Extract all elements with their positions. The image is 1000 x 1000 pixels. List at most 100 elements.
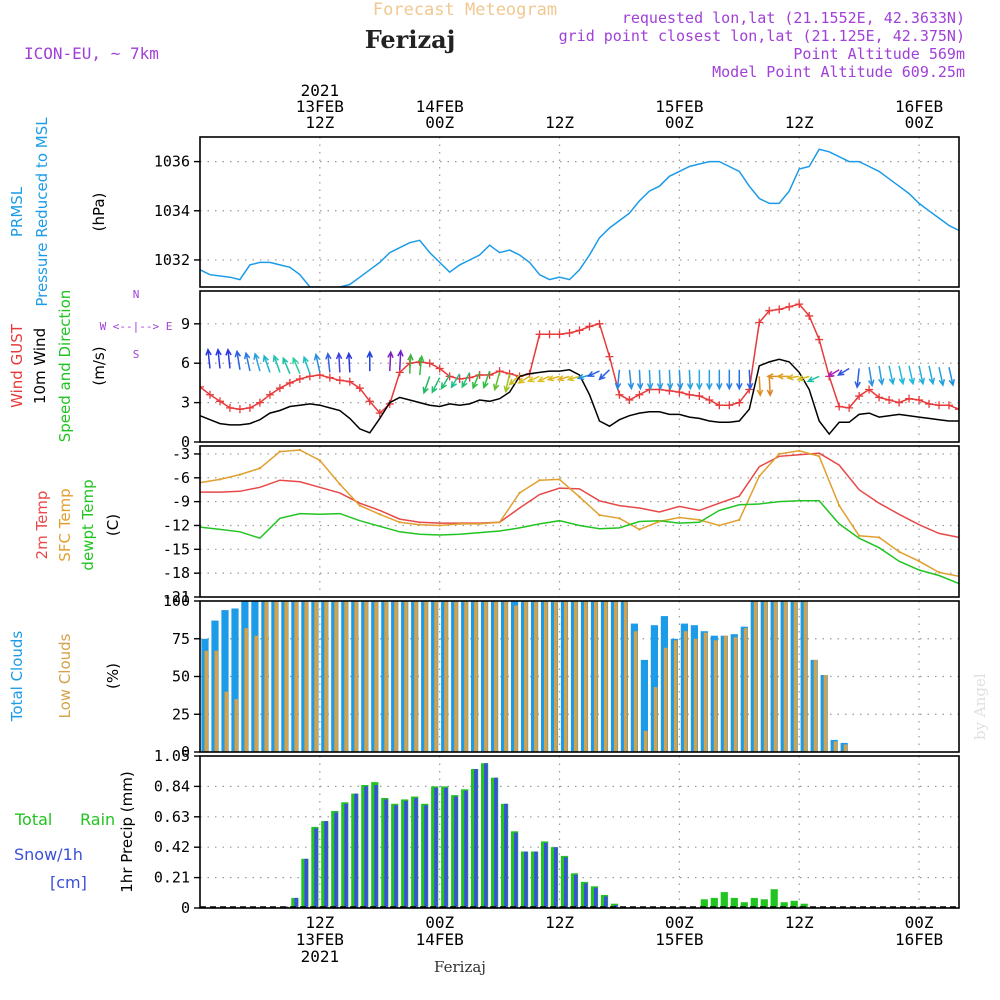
wind-arrow (576, 373, 590, 381)
wind-arrow (397, 349, 404, 370)
sfc-point (658, 520, 661, 523)
gust-marker (625, 395, 634, 404)
wind-arrow (556, 375, 570, 382)
plot-wind (200, 300, 959, 436)
bar-total-clouds (640, 659, 648, 752)
bar-snow-1h (574, 874, 578, 908)
bar-low-clouds (464, 601, 468, 752)
sfc-point (578, 495, 581, 499)
bar-low-clouds (544, 601, 548, 752)
bar-low-clouds (324, 601, 328, 752)
wind-arrow (325, 351, 332, 373)
series-label-pressure: PRMSL (8, 186, 26, 237)
bar-snow-1h (374, 785, 378, 908)
wind-arrow (387, 350, 394, 372)
bar-low-clouds (264, 601, 268, 752)
wind-arrow (636, 369, 644, 391)
ylabel-precip: 1hr Precip (mm) (118, 771, 136, 892)
compass-we: W <--|--> E (100, 320, 173, 333)
bar-snow-1h (384, 799, 388, 908)
bar-low-clouds (703, 632, 708, 752)
bar-low-clouds (673, 640, 678, 752)
gust-marker (215, 397, 224, 406)
wind-arrow (302, 355, 311, 374)
bar-low-clouds (294, 601, 298, 752)
panel-frame-wind (199, 290, 960, 443)
model-altitude: Model Point Altitude 609.25m (712, 63, 965, 81)
bar-low-clouds (274, 601, 278, 752)
bar-snow-1h (404, 800, 408, 908)
wind-arrow (696, 369, 703, 391)
bar-low-clouds (564, 601, 568, 752)
bar-low-clouds (284, 601, 288, 752)
bar-snow-1h (294, 897, 298, 908)
bottom-axis-label: 12Z (785, 913, 814, 932)
series-label-pressure: Pressure Reduced to MSL (33, 117, 51, 307)
gust-marker (845, 403, 854, 412)
bar-snow-1h (534, 851, 538, 908)
bar-low-clouds (514, 605, 518, 752)
bar-snow-1h (554, 847, 558, 908)
wind-arrow (335, 351, 343, 373)
sfc-point (218, 478, 222, 481)
wind-arrow (786, 374, 800, 381)
bar-low-clouds (224, 691, 229, 752)
ytick-label-temperature: -18 (163, 564, 190, 582)
gust-marker (335, 376, 344, 385)
sfc-point (538, 478, 541, 482)
gridpoint-coords: grid point closest lon,lat (21.125E, 42.… (559, 27, 965, 45)
compass-s: S (133, 348, 140, 361)
sfc-point (598, 513, 601, 517)
top-axis-label: 00Z (905, 113, 934, 132)
ytick-label-precip: 0.42 (154, 838, 190, 856)
gust-marker (925, 399, 934, 408)
ytick-label-clouds: 75 (172, 630, 190, 648)
model-label: ICON-EU, ~ 7km (24, 44, 159, 63)
ytick-label-clouds: 25 (172, 705, 190, 723)
gust-marker (275, 384, 284, 393)
wind-arrow (253, 352, 261, 372)
bar-snow-1h (564, 857, 568, 908)
sfc-point (278, 450, 282, 453)
bar-low-clouds (434, 601, 438, 752)
label-snow: Snow/1h (14, 845, 83, 864)
bar-low-clouds (244, 628, 248, 752)
gust-marker (735, 398, 744, 407)
ytick-label-pressure: 1036 (154, 153, 190, 171)
bar-snow-1h (584, 883, 588, 908)
bar-total-rain (760, 899, 768, 908)
top-axis-label: 2021 (301, 81, 340, 100)
series-line-wind-gust (200, 303, 959, 415)
gust-marker (955, 405, 959, 414)
wind-arrow (776, 373, 790, 380)
bar-low-clouds (693, 638, 698, 752)
gust-marker (915, 395, 924, 404)
panel-frame-precip (199, 755, 960, 909)
bar-snow-1h (444, 787, 448, 908)
gust-marker (805, 311, 814, 320)
bar-snow-1h (524, 851, 528, 908)
plot-clouds (201, 601, 848, 752)
bar-low-clouds (633, 631, 638, 752)
gust-marker (545, 330, 554, 339)
wind-arrow (656, 369, 664, 391)
gust-marker (715, 401, 724, 410)
wind-arrow (736, 369, 743, 391)
gust-marker (815, 335, 824, 344)
gust-marker (695, 392, 704, 401)
wind-arrow (878, 365, 885, 386)
bar-total-rain (700, 899, 708, 908)
watermark: by Angel (971, 673, 989, 740)
bar-low-clouds (614, 601, 618, 752)
ytick-label-temperature: -3 (172, 445, 190, 463)
bottom-axis-label: 14FEB (416, 930, 464, 949)
gust-marker (265, 390, 274, 399)
bar-snow-1h (364, 786, 368, 908)
bar-low-clouds (374, 601, 378, 752)
sfc-point (857, 534, 861, 538)
sfc-point (438, 524, 441, 527)
bar-snow-1h (494, 777, 498, 908)
gust-marker (605, 352, 614, 361)
ytick-label-temperature: -12 (163, 516, 190, 534)
